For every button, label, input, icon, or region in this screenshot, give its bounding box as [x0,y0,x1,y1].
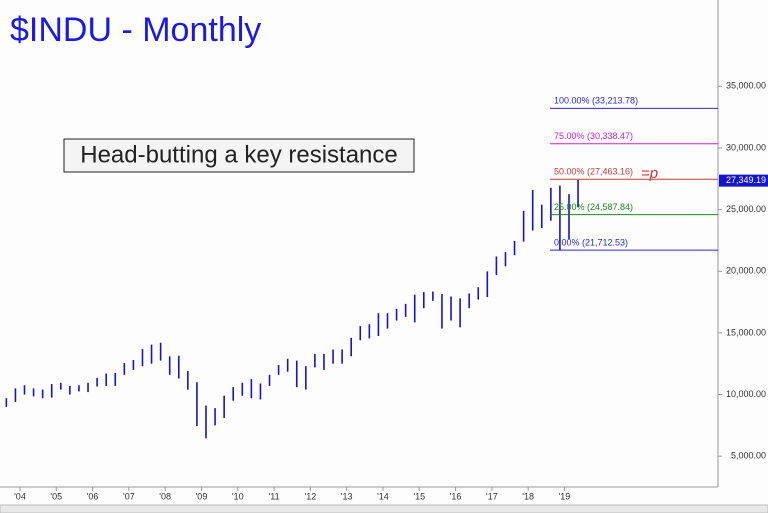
x-tick-label: '09 [196,491,208,501]
x-tick-label: '17 [486,491,498,501]
x-tick-label: '07 [123,491,135,501]
x-tick-label: '06 [87,491,99,501]
chart-title: $INDU - Monthly [10,11,261,49]
level-label: 100.00% (33,213.78) [554,96,638,106]
x-tick-label: '11 [269,491,280,501]
y-tick-label: 5,000.00 [731,451,766,461]
y-tick-label: 20,000.00 [726,266,766,276]
annotation-box [63,138,415,173]
y-tick-label: 15,000.00 [726,327,766,337]
x-tick-label: '08 [159,491,171,501]
last-price-label: 27,349.19 [726,175,766,185]
level-label: 50.00% (27,463.16) [554,167,633,177]
x-tick-label: '10 [232,491,244,501]
x-tick-label: '14 [377,491,389,501]
scrollbar[interactable] [0,504,768,513]
y-tick-label: 10,000.00 [726,389,766,399]
y-tick-label: 30,000.00 [726,142,766,152]
level-label: 75.00% (30,338.47) [554,131,633,141]
x-tick-label: '19 [559,491,571,501]
y-tick-label: 25,000.00 [726,204,766,214]
last-price-box [719,174,768,187]
y-tick-label: 35,000.00 [726,81,766,91]
x-tick-label: '04 [14,491,26,501]
x-tick-label: '16 [450,491,462,501]
x-tick-label: '18 [522,491,534,501]
x-tick-label: '15 [413,491,425,501]
annotation: Head-butting a key resistance [80,141,398,168]
level-label: 0.00% (21,712.53) [554,238,628,248]
level-label: 25.00% (24,587.84) [554,202,633,212]
x-tick-label: '12 [304,491,316,501]
x-tick-label: '13 [341,491,353,501]
x-tick-label: '05 [50,491,62,501]
marker-text: =p [641,165,658,182]
